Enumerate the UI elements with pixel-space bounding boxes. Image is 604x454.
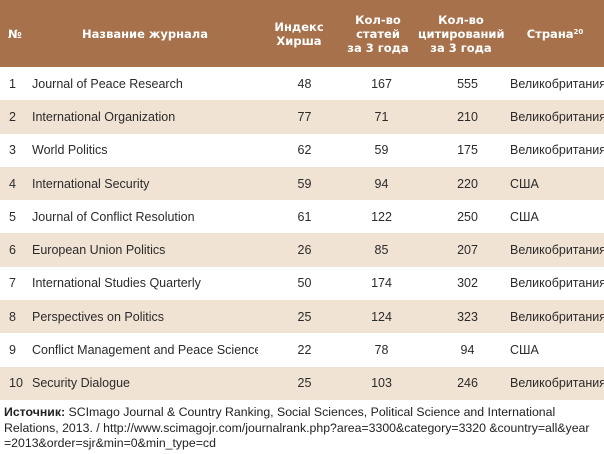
header-articles-line: Кол-во (355, 12, 401, 27)
table-row: 4 International Security 59 94 220 США (0, 166, 604, 201)
country-cell: США (510, 343, 539, 358)
header-country-footnote: 20 (573, 27, 584, 36)
table-row: 6 European Union Politics 26 85 207 Великобри… (0, 233, 604, 267)
country-cell: Великобритания (510, 76, 604, 91)
citations-count-cell: 302 (457, 276, 478, 291)
hirsch-index-cell: 26 (297, 243, 312, 258)
articles-count-cell: 59 (374, 143, 389, 158)
citations-count-cell: 207 (457, 243, 478, 258)
articles-count-cell: 167 (371, 76, 392, 91)
source-label: Источник: (4, 405, 66, 419)
articles-count-cell: 78 (374, 343, 389, 358)
journal-name-cell: Conflict Management and Peace Science (32, 343, 258, 358)
source-text: SCImago Journal & Country Ranking, Socia… (4, 405, 590, 450)
hirsch-index-cell: 77 (297, 109, 312, 124)
table-row: 8 Perspectives on Politics 25 124 323 Великоб… (0, 300, 604, 334)
country-cell: США (510, 176, 539, 191)
row-number-cell: 9 (9, 343, 16, 358)
hirsch-index-cell: 61 (297, 209, 312, 224)
table-row: 9 Conflict Management and Peace Science 22… (0, 333, 604, 367)
citations-count-cell: 250 (457, 209, 478, 224)
journal-name-cell: Security Dialogue (32, 376, 130, 391)
header-articles-line: за 3 года (347, 40, 409, 55)
table-row: 3 World Politics 62 59 175 Великобритания (0, 133, 604, 167)
header-number: № (8, 26, 22, 41)
hirsch-index-cell: 48 (297, 76, 312, 91)
journal-name-cell: Journal of Conflict Resolution (32, 209, 195, 224)
header-hirsch-index: Индекс Хирша (258, 0, 340, 67)
row-number-cell: 1 (9, 76, 16, 91)
hirsch-index-cell: 59 (297, 176, 312, 191)
table-header-row: № Название журнала Индекс Хирша Кол-во с… (0, 0, 604, 67)
header-country-label: Страна (526, 26, 574, 41)
hirsch-index-cell: 50 (297, 276, 312, 291)
articles-count-cell: 94 (374, 176, 389, 191)
citations-count-cell: 246 (457, 376, 478, 391)
header-country: Страна20 (506, 0, 604, 67)
header-articles-count: Кол-во статей за 3 года (340, 0, 416, 67)
table-row: 7 International Studies Quarterly 50 174 302… (0, 266, 604, 301)
journal-name-cell: International Organization (32, 109, 176, 124)
table-row: 2 International Organization 77 71 210 Велико… (0, 100, 604, 134)
articles-count-cell: 103 (371, 376, 392, 391)
country-cell: Великобритания (510, 376, 604, 391)
hirsch-index-cell: 25 (297, 309, 312, 324)
row-number-cell: 3 (9, 143, 16, 158)
table-row: 1 Journal of Peace Research 48 167 555 Велико… (0, 67, 604, 101)
table-body: 1 Journal of Peace Research 48 167 555 Велико… (0, 67, 604, 400)
row-number-cell: 6 (9, 243, 16, 258)
row-number-cell: 4 (9, 176, 16, 191)
table-row: 5 Journal of Conflict Resolution 61 122 250 С… (0, 200, 604, 234)
row-number-cell: 8 (9, 309, 16, 324)
journal-name-cell: Journal of Peace Research (32, 76, 183, 91)
journal-name-cell: International Security (32, 176, 150, 191)
articles-count-cell: 71 (374, 109, 389, 124)
header-journal-name: Название журнала (82, 26, 208, 41)
articles-count-cell: 122 (371, 209, 392, 224)
hirsch-index-cell: 62 (297, 143, 312, 158)
citations-count-cell: 555 (457, 76, 478, 91)
row-number-cell: 7 (9, 276, 16, 291)
citations-count-cell: 210 (457, 109, 478, 124)
header-citations-count: Кол-во цитирований за 3 года (416, 0, 506, 67)
country-cell: США (510, 209, 539, 224)
header-citations-line: Кол-во (438, 12, 484, 27)
header-hirsch-line: Хирша (276, 33, 322, 48)
hirsch-index-cell: 25 (297, 376, 312, 391)
table-row: 10 Security Dialogue 25 103 246 Великобритани… (0, 366, 604, 400)
journal-name-cell: International Studies Quarterly (32, 276, 201, 291)
hirsch-index-cell: 22 (297, 343, 312, 358)
journal-name-cell: Perspectives on Politics (32, 309, 165, 324)
row-number-cell: 10 (9, 376, 23, 391)
journal-name-cell: World Politics (32, 143, 108, 158)
country-cell: Великобритания (510, 276, 604, 291)
journal-table: № Название журнала Индекс Хирша Кол-во с… (0, 0, 604, 400)
header-hirsch-line: Индекс (274, 19, 324, 34)
citations-count-cell: 220 (457, 176, 478, 191)
country-cell: Великобритания (510, 143, 604, 158)
country-cell: Великобритания (510, 309, 604, 324)
header-citations-line: за 3 года (430, 40, 492, 55)
articles-count-cell: 124 (371, 309, 392, 324)
articles-count-cell: 85 (374, 243, 389, 258)
journal-name-cell: European Union Politics (32, 243, 166, 258)
country-cell: Великобритания (510, 109, 604, 124)
articles-count-cell: 174 (371, 276, 392, 291)
header-articles-line: статей (356, 26, 400, 41)
country-cell: Великобритания (510, 243, 604, 258)
citations-count-cell: 94 (460, 343, 475, 358)
row-number-cell: 5 (9, 209, 16, 224)
source-note: Источник: SCImago Journal & Country Rank… (4, 405, 600, 452)
citations-count-cell: 175 (457, 143, 478, 158)
citations-count-cell: 323 (457, 309, 478, 324)
header-citations-line: цитирований (418, 26, 505, 41)
row-number-cell: 2 (9, 109, 16, 124)
